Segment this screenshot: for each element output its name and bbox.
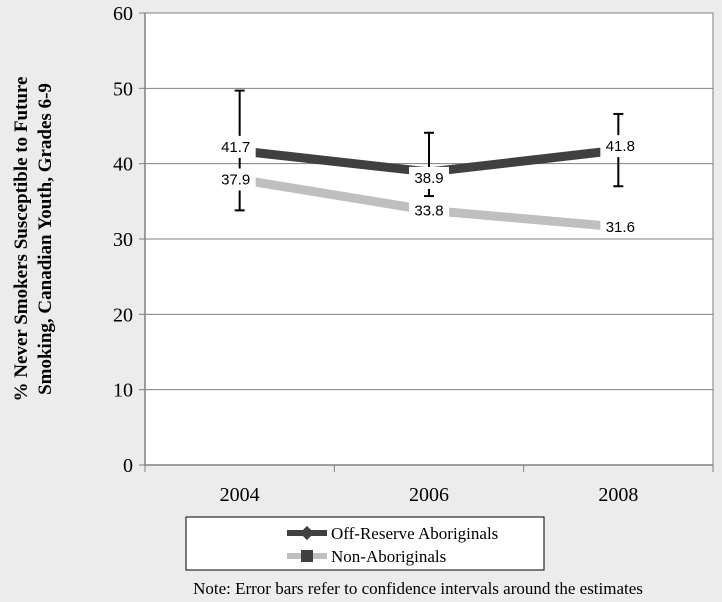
axes	[144, 13, 714, 472]
data-label-bg	[409, 199, 449, 222]
x-tick-label: 2004	[220, 484, 260, 506]
y-tick-label: 40	[113, 154, 133, 176]
note-text: Note: Error bars refer to confidence int…	[193, 579, 643, 598]
y-tick-label: 20	[113, 304, 133, 326]
data-label-bg	[600, 215, 641, 238]
legend-marker-off-reserve	[299, 525, 315, 541]
y-tick-labels: 0 10 20 30 40 50 60	[113, 3, 133, 477]
y-tick-label: 30	[113, 229, 133, 251]
y-axis-title-line-1: % Never Smokers Susceptible to Future	[11, 77, 32, 402]
data-label-bg	[215, 168, 256, 191]
legend: Off-Reserve Aboriginals Non-Aboriginals	[185, 516, 545, 571]
y-tick-label: 0	[123, 455, 133, 477]
data-label: 33.8	[414, 202, 443, 219]
legend-marker-non-aboriginals	[301, 550, 313, 562]
data-label: 38.9	[414, 170, 443, 187]
y-axis-title-line-2: Smoking, Canadian Youth, Grades 6-9	[35, 83, 56, 395]
legend-box	[185, 516, 545, 571]
x-tick-label: 2006	[409, 484, 449, 506]
x-tick-label: 2008	[598, 484, 638, 506]
y-tick-label: 60	[113, 3, 133, 25]
data-labels: 41.7 38.9 41.8 37.9 33.8 31.6	[215, 135, 641, 238]
x-tick-labels: 2004 2006 2008	[220, 484, 639, 506]
data-label-bg	[215, 135, 256, 158]
y-tick-label: 10	[113, 380, 133, 402]
y-tick-label: 50	[113, 78, 133, 100]
legend-label-off-reserve: Off-Reserve Aboriginals	[331, 524, 498, 543]
data-label: 31.6	[606, 219, 635, 236]
data-label: 37.9	[221, 171, 250, 188]
data-label-bg	[409, 166, 449, 189]
data-label: 41.7	[221, 139, 250, 156]
data-label-bg	[600, 135, 641, 158]
legend-label-non-aboriginals: Non-Aboriginals	[331, 547, 446, 566]
data-label: 41.8	[606, 138, 635, 155]
